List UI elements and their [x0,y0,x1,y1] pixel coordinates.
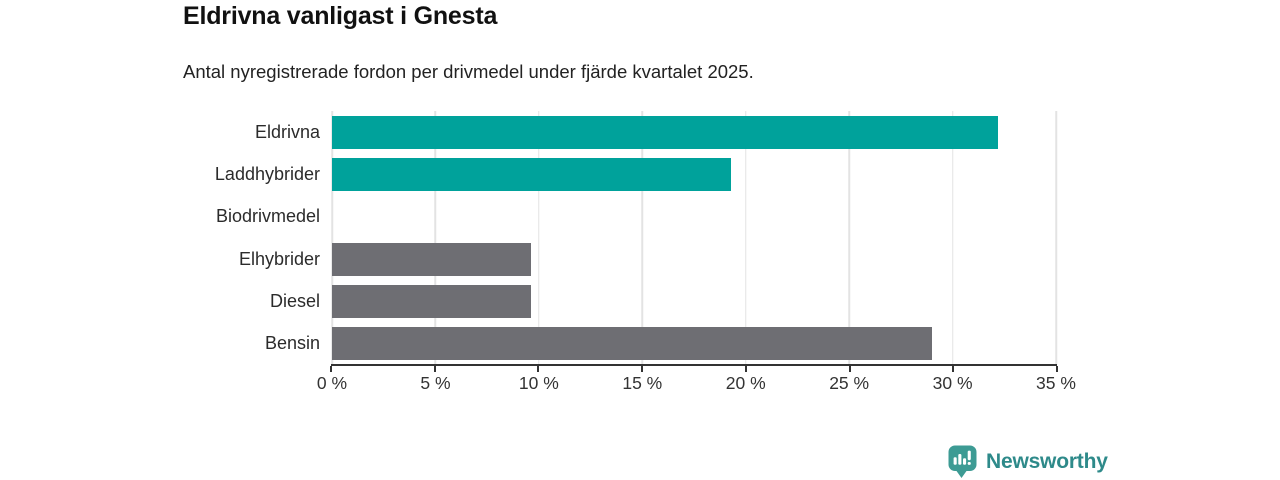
category-label-biodrivmedel: Biodrivmedel [215,206,320,227]
x-tick-mark-0 [330,366,332,372]
gridline-20 [744,111,747,365]
x-tick-label-35: 35 % [1036,373,1076,393]
x-tick-mark-20 [744,366,747,372]
bar-diesel [332,284,531,318]
x-tick-label-20: 20 % [725,373,766,393]
newsworthy-logo-icon [948,445,977,478]
gridline-30 [951,111,954,365]
x-axis-line [330,364,1058,375]
bar-laddhybrider [332,157,732,191]
x-tick-label-0: 0 % [316,373,348,393]
gridline-0 [331,111,333,365]
x-tick-label-5: 5 % [420,373,451,393]
category-label-eldrivna: Eldrivna [254,121,320,142]
x-tick-label-25: 25 % [829,373,870,393]
category-label-bensin: Bensin [264,333,320,354]
x-tick-label-15: 15 % [622,373,663,393]
category-label-elhybrider: Elhybrider [238,248,320,269]
category-label-laddhybrider: Laddhybrider [214,163,320,184]
bar-row [332,196,1056,238]
gridline-15 [641,111,644,365]
bar-rows [332,111,1056,365]
bar-row [332,238,1056,280]
x-tick-label-10: 10 % [518,373,559,393]
newsworthy-logo: Newsworthy [948,445,1108,479]
bar-eldrivna [332,115,999,149]
bar-row [332,323,1056,365]
category-labels: Eldrivna Laddhybrider Biodrivmedel Elhybrid… [100,111,320,365]
bar-elhybrider [332,242,531,276]
bar-row [332,153,1056,195]
newsworthy-logo-text: Newsworthy [986,450,1108,473]
plot-area [331,111,1057,365]
x-tick-mark-10 [537,366,540,372]
chart-subtitle: Antal nyregistrerade fordon per drivmede… [183,61,754,82]
gridline-35 [1055,111,1057,365]
x-tick-mark-35 [1056,366,1058,372]
x-tick-label-30: 30 % [932,373,973,393]
gridline-5 [434,111,437,365]
bar-row [332,280,1056,322]
x-axis-tick-labels: 0 % 5 % 10 % 15 % 20 % 25 % 30 % 35 % [317,373,1076,397]
x-tick-mark-30 [952,366,955,372]
bar-row [332,111,1056,153]
bar-bensin [332,327,932,361]
category-label-diesel: Diesel [269,290,320,311]
chart-title: Eldrivna vanligast i Gnesta [183,2,498,30]
gridline-10 [538,111,540,365]
gridline-25 [848,111,850,365]
x-tick-mark-5 [433,366,436,372]
x-tick-mark-25 [848,366,851,372]
x-tick-mark-15 [641,366,644,372]
